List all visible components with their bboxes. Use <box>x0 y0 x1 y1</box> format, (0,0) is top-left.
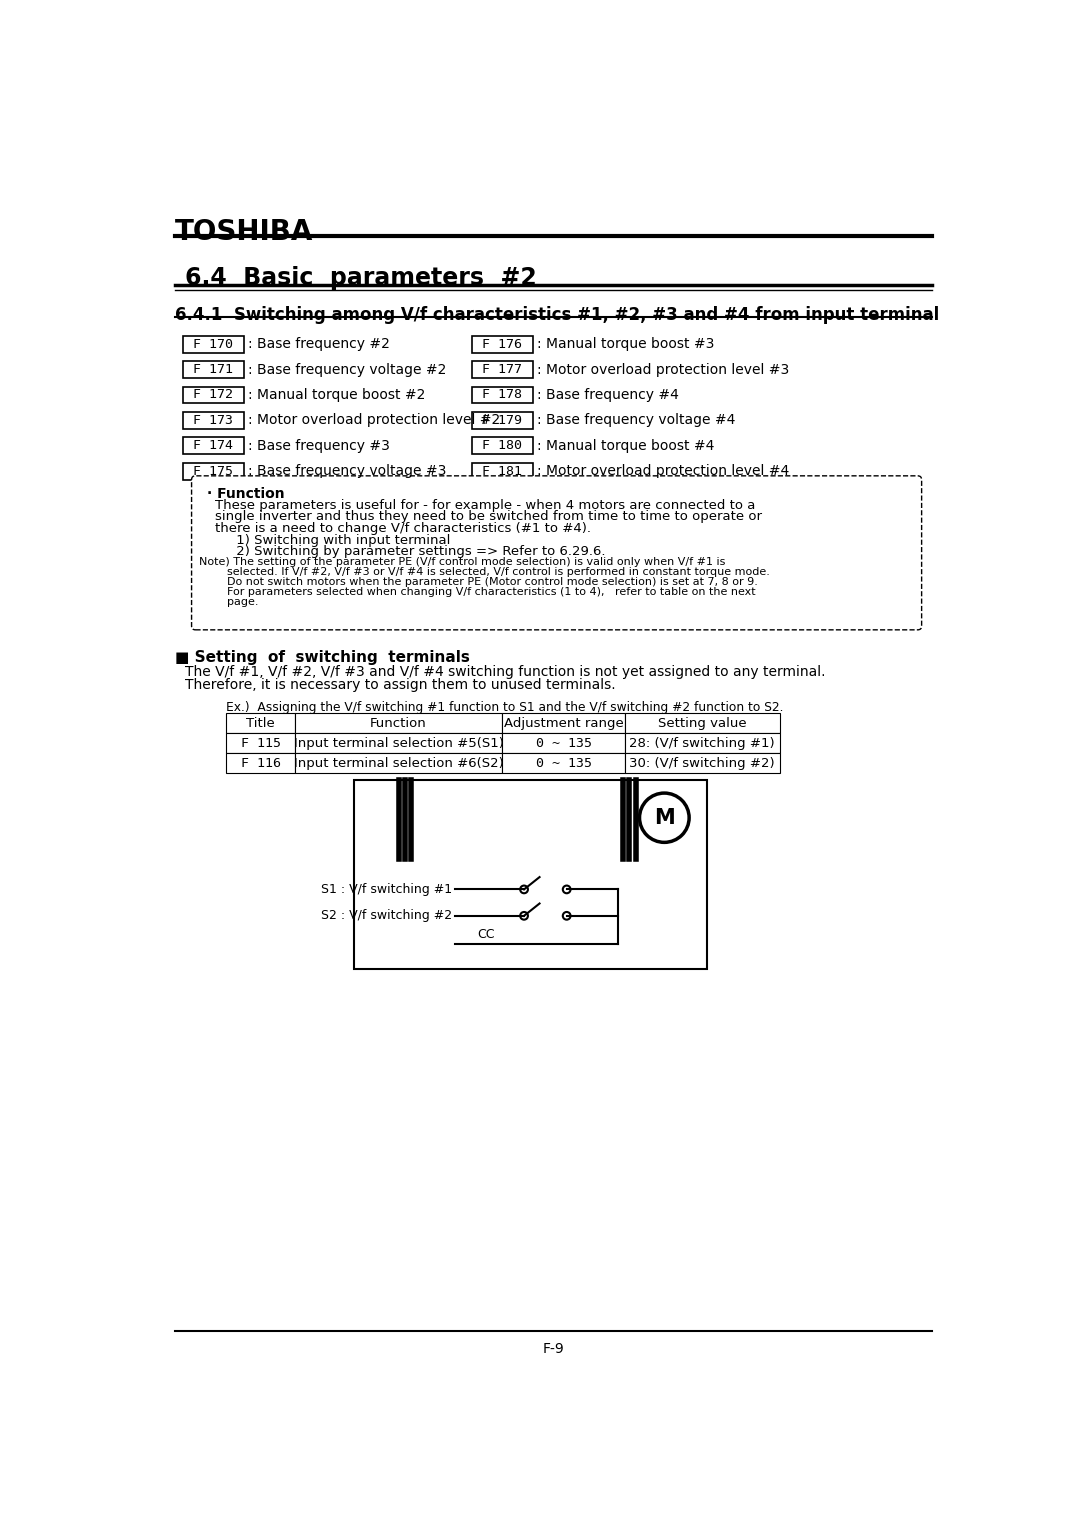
Text: Do not switch motors when the parameter PE (Motor control mode selection) is set: Do not switch motors when the parameter … <box>200 577 758 586</box>
Bar <box>472 360 532 379</box>
Text: Setting value: Setting value <box>658 716 746 730</box>
Text: CC: CC <box>477 928 495 941</box>
Bar <box>183 386 243 403</box>
Text: Function: Function <box>370 716 427 730</box>
Text: 28: (V/f switching #1): 28: (V/f switching #1) <box>630 736 775 750</box>
Text: : Manual torque boost #4: : Manual torque boost #4 <box>537 438 715 454</box>
Text: Therefore, it is necessary to assign them to unused terminals.: Therefore, it is necessary to assign the… <box>186 678 616 692</box>
Bar <box>295 713 502 733</box>
Text: 6.4  Basic  parameters  #2: 6.4 Basic parameters #2 <box>186 266 537 290</box>
Text: : Manual torque boost #3: : Manual torque boost #3 <box>537 337 715 351</box>
Text: F 173: F 173 <box>193 414 233 428</box>
Text: S2 : V/f switching #2: S2 : V/f switching #2 <box>321 909 451 922</box>
Text: F 170: F 170 <box>193 337 233 351</box>
Text: The V/f #1, V/f #2, V/f #3 and V/f #4 switching function is not yet assigned to : The V/f #1, V/f #2, V/f #3 and V/f #4 sw… <box>186 666 826 680</box>
Bar <box>472 336 532 353</box>
Text: F 176: F 176 <box>483 337 523 351</box>
Text: Adjustment range: Adjustment range <box>503 716 623 730</box>
FancyBboxPatch shape <box>191 476 921 629</box>
Text: : Base frequency voltage #3: : Base frequency voltage #3 <box>248 464 446 478</box>
Bar <box>625 753 780 773</box>
Text: For parameters selected when changing V/f characteristics (1 to 4),   refer to t: For parameters selected when changing V/… <box>200 586 756 597</box>
Text: 6.4.1  Switching among V/f characteristics #1, #2, #3 and #4 from input terminal: 6.4.1 Switching among V/f characteristic… <box>175 307 940 324</box>
Text: Title: Title <box>246 716 275 730</box>
Bar <box>295 753 502 773</box>
Text: : Base frequency #4: : Base frequency #4 <box>537 388 679 402</box>
Bar <box>502 713 625 733</box>
Text: F 175: F 175 <box>193 464 233 478</box>
Bar <box>227 713 295 733</box>
Bar <box>227 733 295 753</box>
Bar <box>183 360 243 379</box>
Text: single inverter and thus they need to be switched from time to time to operate o: single inverter and thus they need to be… <box>215 510 761 524</box>
Bar <box>472 437 532 454</box>
Text: page.: page. <box>200 597 259 606</box>
Text: selected. If V/f #2, V/f #3 or V/f #4 is selected, V/f control is performed in c: selected. If V/f #2, V/f #3 or V/f #4 is… <box>200 567 770 577</box>
Text: : Base frequency voltage #2: : Base frequency voltage #2 <box>248 362 446 377</box>
Bar <box>295 733 502 753</box>
Text: S1 : V/f switching #1: S1 : V/f switching #1 <box>321 883 451 896</box>
Text: F 171: F 171 <box>193 363 233 376</box>
Text: : Base frequency #3: : Base frequency #3 <box>248 438 390 454</box>
Text: F 177: F 177 <box>483 363 523 376</box>
Text: 30: (V/f switching #2): 30: (V/f switching #2) <box>630 756 775 770</box>
Bar <box>472 463 532 479</box>
Text: : Motor overload protection level #2: : Motor overload protection level #2 <box>248 414 500 428</box>
Text: F 172: F 172 <box>193 388 233 402</box>
Bar <box>502 733 625 753</box>
Text: Input terminal selection #6(S2): Input terminal selection #6(S2) <box>294 756 503 770</box>
Bar <box>472 386 532 403</box>
Text: 0 ~ 135: 0 ~ 135 <box>536 736 592 750</box>
Text: F 115: F 115 <box>241 736 281 750</box>
Text: · Function: · Function <box>207 487 285 501</box>
Text: : Motor overload protection level #3: : Motor overload protection level #3 <box>537 362 789 377</box>
Text: F 116: F 116 <box>241 756 281 770</box>
Text: : Base frequency voltage #4: : Base frequency voltage #4 <box>537 414 735 428</box>
Text: there is a need to change V/f characteristics (#1 to #4).: there is a need to change V/f characteri… <box>215 522 591 534</box>
Text: F 179: F 179 <box>483 414 523 428</box>
Bar <box>472 412 532 429</box>
Bar <box>354 780 707 968</box>
Text: ■ Setting  of  switching  terminals: ■ Setting of switching terminals <box>175 651 470 664</box>
Text: M: M <box>654 808 675 828</box>
Bar <box>183 463 243 479</box>
Text: 1) Switching with input terminal: 1) Switching with input terminal <box>215 533 450 547</box>
Text: F 180: F 180 <box>483 440 523 452</box>
Text: F 174: F 174 <box>193 440 233 452</box>
Text: : Base frequency #2: : Base frequency #2 <box>248 337 390 351</box>
Bar <box>625 733 780 753</box>
Text: F-9: F-9 <box>542 1342 565 1356</box>
Text: Note) The setting of the parameter PE (V/f control mode selection) is valid only: Note) The setting of the parameter PE (V… <box>200 557 726 567</box>
Text: Input terminal selection #5(S1): Input terminal selection #5(S1) <box>294 736 503 750</box>
Text: F 181: F 181 <box>483 464 523 478</box>
Text: These parameters is useful for - for example - when 4 motors are connected to a: These parameters is useful for - for exa… <box>215 499 755 512</box>
Text: 0 ~ 135: 0 ~ 135 <box>536 756 592 770</box>
Bar <box>183 336 243 353</box>
Text: : Motor overload protection level #4: : Motor overload protection level #4 <box>537 464 789 478</box>
Bar <box>227 753 295 773</box>
Bar <box>502 753 625 773</box>
Text: TOSHIBA: TOSHIBA <box>175 218 313 246</box>
Text: F 178: F 178 <box>483 388 523 402</box>
Text: Ex.)  Assigning the V/f switching #1 function to S1 and the V/f switching #2 fun: Ex.) Assigning the V/f switching #1 func… <box>227 701 784 713</box>
Bar <box>625 713 780 733</box>
Bar <box>183 412 243 429</box>
Text: 2) Switching by parameter settings => Refer to 6.29.6.: 2) Switching by parameter settings => Re… <box>215 545 605 559</box>
Text: : Manual torque boost #2: : Manual torque boost #2 <box>248 388 426 402</box>
Bar <box>183 437 243 454</box>
